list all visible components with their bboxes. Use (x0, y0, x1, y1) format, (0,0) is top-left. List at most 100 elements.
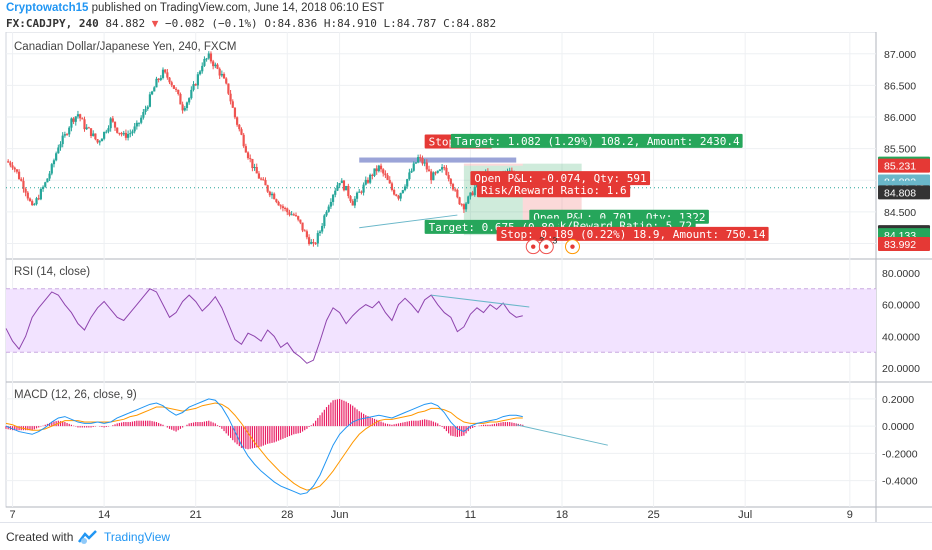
candle-body (76, 114, 80, 117)
main-pane-title: Canadian Dollar/Japanese Yen, 240, FXCM (14, 41, 236, 53)
candle-body (321, 225, 324, 232)
candle-body (50, 164, 53, 174)
candle-body (233, 107, 237, 118)
price-change: −0.082 (−0.1%) (164, 17, 258, 30)
candle-body (89, 128, 93, 137)
candle-body (384, 173, 387, 176)
candle-body (85, 127, 88, 130)
candle-body (238, 124, 241, 130)
candle-body (17, 171, 21, 180)
macd-trendline (516, 424, 608, 446)
macd-tick-label: -0.2000 (882, 448, 918, 460)
price-axis-badge (878, 158, 930, 173)
candle-body (351, 201, 354, 206)
candle-body (48, 173, 51, 179)
candle-body (81, 118, 84, 120)
x-tick-label: 18 (556, 509, 568, 521)
candle-body (327, 206, 330, 212)
event-marker-dot (531, 244, 536, 249)
rsi-pane-title: RSI (14, close) (14, 266, 90, 278)
candle-body (264, 180, 267, 186)
rsi-tick-label: 80.0000 (882, 268, 920, 280)
candle-body (260, 178, 263, 180)
publish-info: published on TradingView.com, June 14, 2… (91, 2, 385, 14)
candle-body (133, 126, 136, 132)
event-marker-count: 3 (539, 236, 544, 246)
candle-body (290, 214, 293, 216)
candle-body (92, 133, 95, 137)
tradingview-brand[interactable]: TradingView (104, 530, 171, 544)
candle-body (253, 167, 256, 169)
candle-body (336, 185, 339, 191)
ohlc-values: O:84.836 H:84.910 L:84.787 C:84.882 (264, 17, 497, 30)
candle-body (129, 133, 132, 135)
candle-body (190, 89, 193, 99)
candle-body (31, 201, 34, 206)
candle-body (266, 185, 269, 192)
candle-body (20, 179, 23, 181)
candle-body (96, 139, 99, 143)
candle-body (305, 231, 309, 238)
candle-body (462, 204, 465, 210)
candle-body (342, 180, 346, 191)
x-tick-label: 7 (9, 509, 15, 521)
candle-body (79, 114, 82, 119)
candle-body (118, 132, 121, 134)
chart-area[interactable]: 7 14 21 28 Jun 11 18 25 Jul 9 87.000 86.500 86.000 85… (0, 32, 932, 522)
candle-body (120, 133, 123, 135)
candle-body (458, 197, 461, 205)
price-axis-badge-label: 84.808 (884, 187, 916, 199)
candle-body (209, 53, 213, 62)
candle-body (349, 196, 352, 202)
position-stop-zone (463, 163, 523, 166)
candle-body (242, 134, 245, 147)
candle-body (427, 169, 431, 172)
candle-body (244, 146, 247, 153)
candle-body (338, 183, 341, 186)
position-label-bg (470, 171, 651, 186)
candle-body (262, 179, 265, 181)
candle-body (451, 184, 455, 190)
candle-body (303, 230, 306, 232)
symbol-header: FX:CADJPY, 240 84.882 ▼ −0.082 (−0.1%) O… (6, 17, 496, 30)
candle-body (406, 179, 409, 187)
candle-body (41, 186, 45, 189)
price-axis-badge-label: 85.231 (884, 161, 916, 173)
candle-body (417, 157, 420, 163)
candle-body (419, 157, 422, 159)
candle-body (310, 241, 313, 245)
position-label-bg (476, 183, 631, 198)
price-axis-badge-label: 83.992 (884, 239, 916, 251)
candle-body (403, 186, 407, 191)
candle-body (414, 162, 418, 164)
candle-body (257, 173, 261, 179)
tradingview-logo-icon[interactable] (78, 530, 98, 547)
candle-body (390, 183, 394, 190)
candle-body (445, 167, 448, 175)
candle-body (510, 170, 513, 172)
support-trendline (359, 214, 458, 229)
candle-body (331, 194, 335, 202)
x-tick-label: 14 (98, 509, 110, 521)
candle-body (212, 61, 215, 67)
x-tick-label: Jul (738, 509, 752, 521)
position-label: Open P&L: -0.074, Qty: 591 (474, 172, 646, 185)
x-tick-label: 21 (190, 509, 202, 521)
candle-body (214, 64, 217, 67)
author-link[interactable]: Cryptowatch15 (6, 2, 89, 14)
candle-body (307, 237, 311, 245)
candle-body (373, 168, 376, 176)
candle-body (198, 71, 202, 75)
candle-body (360, 191, 363, 193)
candle-body (185, 102, 189, 108)
candle-body (323, 215, 326, 226)
candle-body (456, 189, 459, 198)
candle-body (150, 91, 154, 95)
candle-body (325, 211, 328, 216)
candle-body (192, 84, 195, 90)
candle-body (301, 222, 304, 231)
macd-signal-line (5, 402, 523, 491)
candle-body (207, 53, 210, 59)
candle-body (11, 165, 14, 168)
candle-body (113, 121, 117, 128)
